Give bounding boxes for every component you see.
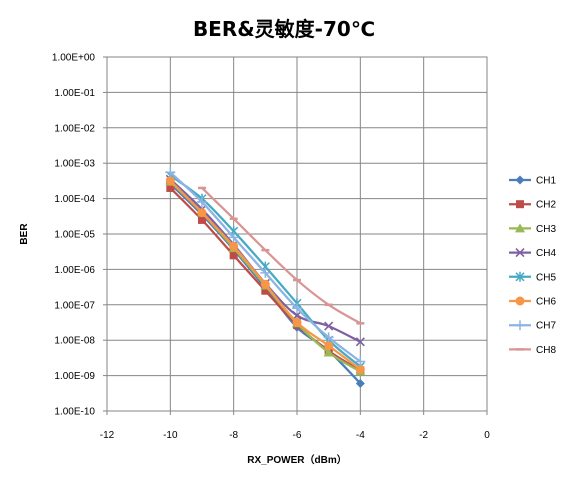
y-tick-label: 1.00E-07 (54, 300, 95, 311)
legend-label-ch1: CH1 (536, 176, 556, 187)
legend-label-ch6: CH6 (536, 297, 556, 308)
y-tick-label: 1.00E+00 (52, 53, 96, 64)
legend-label-ch8: CH8 (536, 345, 556, 356)
legend-label-ch4: CH4 (536, 248, 556, 259)
x-tick-label: 0 (484, 430, 490, 441)
y-tick-label: 1.00E-01 (54, 88, 95, 99)
legend-marker-ch4 (515, 248, 525, 258)
legend-marker-ch2 (516, 200, 524, 209)
y-tick-label: 1.00E-06 (54, 265, 95, 276)
data-point-ch6 (165, 176, 175, 186)
legend-label-ch3: CH3 (536, 224, 556, 235)
data-point-ch4 (355, 337, 365, 347)
y-tick-label: 1.00E-04 (54, 194, 95, 205)
y-tick-label: 1.00E-10 (54, 407, 95, 418)
legend-item-ch2: CH2 (509, 200, 556, 211)
data-point-ch2 (261, 286, 270, 295)
y-axis-ticks: 1.00E+00 1.00E-01 1.00E-02 1.00E-03 1.00E-04… (52, 53, 107, 418)
data-point-ch6 (229, 241, 239, 251)
data-point-ch6 (355, 364, 365, 374)
chart-title: BER&灵敏度-70℃ (193, 17, 375, 41)
legend-item-ch4: CH4 (509, 248, 556, 259)
series-line-ch8 (201, 187, 361, 325)
y-tick-label: 1.00E-09 (54, 371, 95, 382)
series-layer (165, 167, 366, 388)
y-axis-label: BER (19, 223, 30, 245)
legend-marker-ch1 (515, 175, 525, 185)
x-tick-label: -2 (419, 430, 428, 441)
legend-item-ch6: CH6 (509, 296, 556, 308)
x-tick-label: -8 (229, 430, 238, 441)
legend-marker-ch3 (515, 223, 525, 233)
y-tick-label: 1.00E-08 (54, 336, 95, 347)
series-line-ch4 (169, 178, 361, 343)
y-tick-label: 1.00E-05 (54, 230, 95, 241)
legend-item-ch1: CH1 (509, 175, 556, 187)
legend-item-ch8: CH8 (509, 345, 556, 356)
x-axis-label: RX_POWER（dBm） (247, 453, 346, 466)
data-point-ch7 (197, 197, 207, 208)
data-point-ch7 (323, 332, 334, 343)
data-point-ch4 (324, 321, 334, 331)
data-point-ch2 (198, 215, 206, 224)
data-point-ch6 (260, 279, 270, 289)
series-ch8 (198, 186, 365, 325)
data-point-ch7 (292, 303, 302, 314)
x-tick-label: -4 (356, 430, 365, 441)
legend-item-ch5: CH5 (509, 271, 556, 283)
data-point-ch6 (324, 341, 334, 351)
legend-item-ch7: CH7 (509, 320, 556, 332)
x-tick-label: -10 (163, 430, 178, 441)
y-tick-label: 1.00E-03 (54, 159, 95, 170)
data-point-ch6 (292, 317, 302, 327)
data-point-ch7 (260, 267, 271, 278)
data-point-ch3 (323, 347, 334, 357)
data-point-ch1 (355, 378, 365, 388)
data-point-ch7 (228, 232, 239, 243)
y-tick-label: 1.00E-02 (54, 123, 95, 134)
x-tick-label: -6 (293, 430, 302, 441)
legend-item-ch3: CH3 (509, 223, 556, 235)
data-point-ch7 (165, 167, 176, 178)
data-point-ch2 (229, 251, 238, 260)
legend-label-ch5: CH5 (536, 272, 556, 283)
data-point-ch6 (197, 208, 207, 218)
x-tick-label: -12 (100, 430, 115, 441)
legend-marker-ch7 (515, 320, 525, 331)
series-ch7 (165, 167, 366, 367)
series-ch4 (165, 174, 365, 347)
legend-marker-ch5 (515, 271, 525, 282)
series-ch6 (165, 176, 365, 374)
data-point-ch2 (166, 183, 175, 192)
x-axis-ticks: -12 -10 -8 -6 -4 -2 0 (100, 411, 490, 441)
legend-label-ch7: CH7 (536, 321, 556, 332)
legend-label-ch2: CH2 (536, 200, 556, 211)
legend: CH1 CH2 CH3 CH4 CH5 CH6 CH7 CH8 (509, 175, 556, 356)
grid (106, 56, 488, 412)
data-point-ch7 (355, 356, 366, 367)
legend-marker-ch6 (515, 296, 525, 306)
